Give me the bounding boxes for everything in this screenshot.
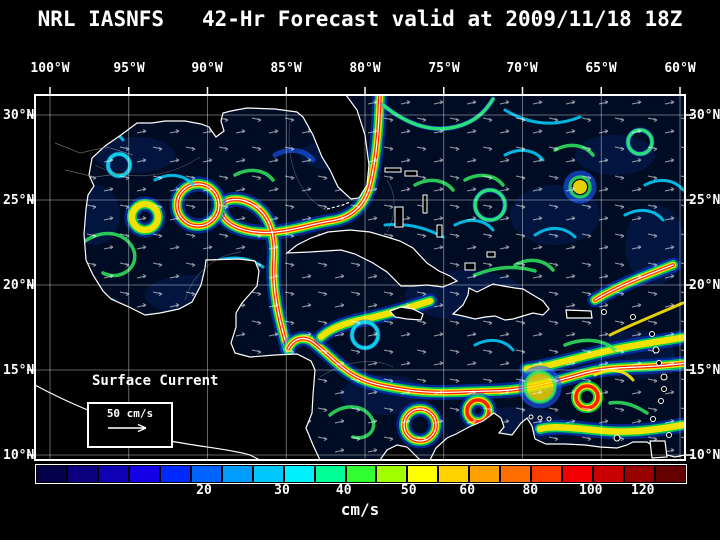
colorbar-segment [98,466,128,482]
lon-label: 75°W [428,61,460,76]
island-jamaica [388,306,424,321]
colorbar-segment [346,466,376,482]
colorbar-segment [37,466,66,482]
colorbar-tick-label: 20 [196,483,212,498]
colorbar-segment [625,466,655,482]
lon-label: 90°W [191,61,223,76]
colorbar-segment [129,466,159,482]
lon-label: 80°W [349,61,381,76]
lat-label: 30°N [3,108,35,123]
colorbar-segment [67,466,97,482]
colorbar-tick-label: 100 [579,483,603,498]
lat-label: 20°N [3,278,35,293]
colorbar-segment [377,466,407,482]
colorbar-segment [191,466,221,482]
lat-label: 25°N [689,193,720,208]
lon-label: 100°W [30,61,70,76]
island-trinidad [649,440,668,459]
colorbar-segment [253,466,283,482]
colorbar-segment [408,466,438,482]
colorbar-segment [501,466,531,482]
lon-label: 85°W [270,61,302,76]
surface-current-label: Surface Current [92,373,219,389]
colorbar-segment [656,466,686,482]
colorbar-segment [222,466,252,482]
scale-box: 50 cm/s [87,402,173,448]
lon-label: 95°W [113,61,145,76]
colorbar-segment [315,466,345,482]
islands-bahamas [384,167,496,271]
lat-label: 15°N [689,363,720,378]
colorbar [35,464,687,484]
island-puerto-rico [565,309,593,319]
colorbar-tick-label: 80 [522,483,539,498]
colorbar-segment [439,466,469,482]
scale-label: 50 cm/s [106,407,154,420]
colorbar-tick-label: 50 [400,483,417,498]
inland-boundary-lines [54,142,134,178]
lat-label: 10°N [3,448,35,463]
lon-label: 60°W [664,61,696,76]
island-hispaniola [451,283,550,321]
lat-label: 25°N [3,193,35,208]
colorbar-unit: cm/s [340,500,380,519]
bathymetry-contours [94,122,395,378]
plot-title: NRL IASNFS 42-Hr Forecast valid at 2009/… [37,7,683,31]
map-canvas [27,87,693,461]
colorbar-segment [594,466,624,482]
scale-arrow [108,423,147,433]
colorbar-segment [563,466,593,482]
map-border [34,94,686,461]
colorbar-tick-label: 120 [631,483,655,498]
island-cuba [285,229,459,288]
colorbar-tick-label: 30 [274,483,290,498]
lat-label: 15°N [3,363,35,378]
land [35,95,685,460]
lon-label: 70°W [506,61,538,76]
colorbar-segment [532,466,562,482]
lat-label: 20°N [689,278,720,293]
land-north-central-america [35,95,370,460]
colorbar-ticks: 20 30 40 50 60 80 100 120 [35,483,685,499]
gridlines [35,95,685,460]
florida-keys [326,201,351,210]
colorbar-segment [470,466,500,482]
colorbar-tick-label: 60 [459,483,476,498]
lat-label: 30°N [689,108,720,123]
lon-label: 65°W [585,61,617,76]
colorbar-segment [160,466,190,482]
colorbar-tick-label: 40 [335,483,352,498]
lat-label: 10°N [689,448,720,463]
axis-ticks [27,87,693,456]
colorbar-segment [284,466,314,482]
